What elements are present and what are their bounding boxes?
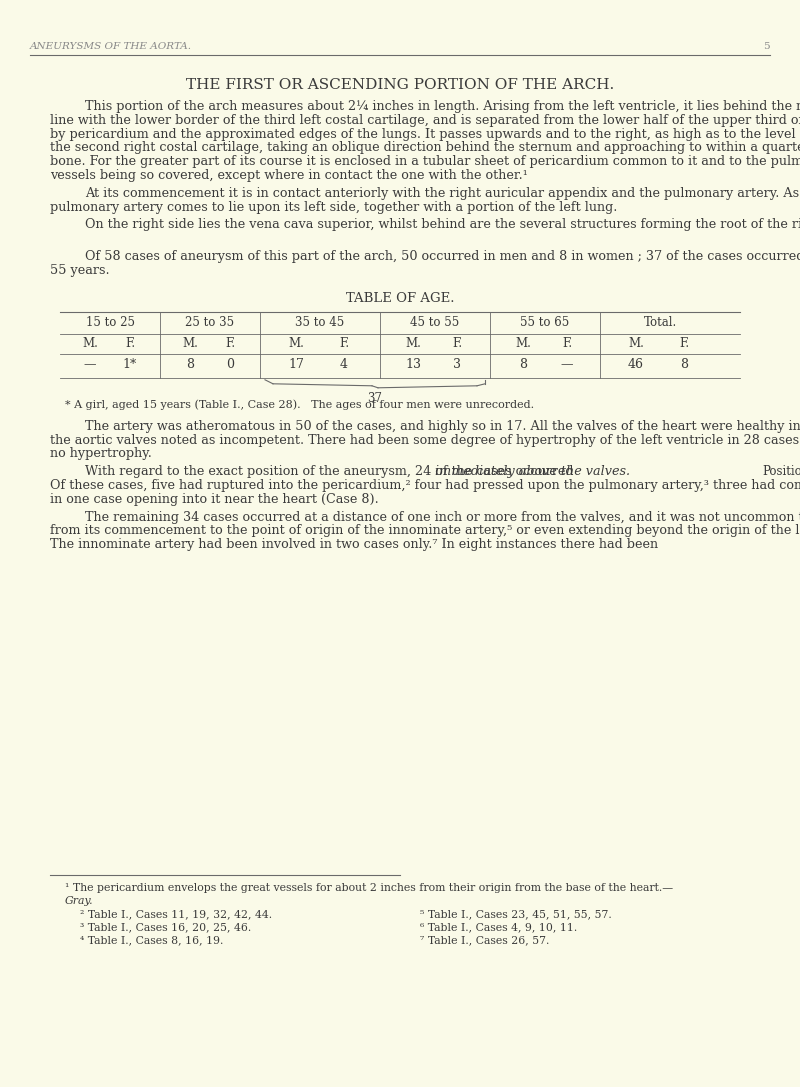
Text: M.: M. xyxy=(628,337,644,350)
Text: M.: M. xyxy=(405,337,421,350)
Text: 4: 4 xyxy=(340,358,348,371)
Text: F.: F. xyxy=(125,337,135,350)
Text: ⁷ Table I., Cases 26, 57.: ⁷ Table I., Cases 26, 57. xyxy=(420,935,550,945)
Text: M.: M. xyxy=(515,337,531,350)
Text: 45 to 55: 45 to 55 xyxy=(410,316,460,328)
Text: Total.: Total. xyxy=(643,316,677,328)
Text: F.: F. xyxy=(225,337,235,350)
Text: TABLE OF AGE.: TABLE OF AGE. xyxy=(346,291,454,304)
Text: ⁵ Table I., Cases 23, 45, 51, 55, 57.: ⁵ Table I., Cases 23, 45, 51, 55, 57. xyxy=(420,909,612,919)
Text: the aortic valves noted as incompetent. There had been some degree of hypertroph: the aortic valves noted as incompetent. … xyxy=(50,434,800,447)
Text: Of 58 cases of aneurysm of this part of the arch, 50 occurred in men and 8 in wo: Of 58 cases of aneurysm of this part of … xyxy=(85,250,800,263)
Text: bone. For the greater part of its course it is enclosed in a tubular sheet of pe: bone. For the greater part of its course… xyxy=(50,155,800,168)
Text: pulmonary artery comes to lie upon its left side, together with a portion of the: pulmonary artery comes to lie upon its l… xyxy=(50,201,618,214)
Text: 46: 46 xyxy=(628,358,644,371)
Text: On the right side lies the vena cava superior, whilst behind are the several str: On the right side lies the vena cava sup… xyxy=(85,218,800,232)
Text: 8: 8 xyxy=(186,358,194,371)
Text: —: — xyxy=(84,358,96,371)
Text: from its commencement to the point of origin of the innominate artery,⁵ or even : from its commencement to the point of or… xyxy=(50,524,800,537)
Text: vessels being so covered, except where in contact the one with the other.¹: vessels being so covered, except where i… xyxy=(50,168,528,182)
Text: 17: 17 xyxy=(288,358,304,371)
Text: M.: M. xyxy=(182,337,198,350)
Text: M.: M. xyxy=(288,337,304,350)
Text: 35 to 45: 35 to 45 xyxy=(295,316,345,328)
Text: 37: 37 xyxy=(367,391,382,404)
Text: F.: F. xyxy=(562,337,572,350)
Text: The innominate artery had been involved in two cases only.⁷ In eight instances t: The innominate artery had been involved … xyxy=(50,538,658,551)
Text: by pericardium and the approximated edges of the lungs. It passes upwards and to: by pericardium and the approximated edge… xyxy=(50,127,800,140)
Text: 15 to 25: 15 to 25 xyxy=(86,316,134,328)
Text: 3: 3 xyxy=(453,358,461,371)
Text: 1*: 1* xyxy=(123,358,137,371)
Text: The artery was atheromatous in 50 of the cases, and highly so in 17. All the val: The artery was atheromatous in 50 of the… xyxy=(85,420,800,433)
Text: With regard to the exact position of the aneurysm, 24 of the cases occurred: With regard to the exact position of the… xyxy=(85,465,578,478)
Text: M.: M. xyxy=(82,337,98,350)
Text: —: — xyxy=(561,358,574,371)
Text: immediately above the valves.: immediately above the valves. xyxy=(434,465,630,478)
Text: 55 years.: 55 years. xyxy=(50,264,110,277)
Text: 25 to 35: 25 to 35 xyxy=(186,316,234,328)
Text: no hypertrophy.: no hypertrophy. xyxy=(50,448,152,461)
Text: 8: 8 xyxy=(680,358,688,371)
Text: ⁶ Table I., Cases 4, 9, 10, 11.: ⁶ Table I., Cases 4, 9, 10, 11. xyxy=(420,922,578,932)
Text: F.: F. xyxy=(452,337,462,350)
Text: * A girl, aged 15 years (Table I., Case 28).   The ages of four men were unrecor: * A girl, aged 15 years (Table I., Case … xyxy=(65,400,534,411)
Text: line with the lower border of the third left costal cartilage, and is separated : line with the lower border of the third … xyxy=(50,114,800,127)
Text: 8: 8 xyxy=(519,358,527,371)
Text: The remaining 34 cases occurred at a distance of one inch or more from the valve: The remaining 34 cases occurred at a dis… xyxy=(85,511,800,524)
Text: F.: F. xyxy=(339,337,349,350)
Text: ¹ The pericardium envelops the great vessels for about 2 inches from their origi: ¹ The pericardium envelops the great ves… xyxy=(65,883,673,894)
Text: ANEURYSMS OF THE AORTA.: ANEURYSMS OF THE AORTA. xyxy=(30,42,192,51)
Text: Position.: Position. xyxy=(762,465,800,478)
Text: the second right costal cartilage, taking an oblique direction behind the sternu: the second right costal cartilage, takin… xyxy=(50,141,800,154)
Text: in one case opening into it near the heart (Case 8).: in one case opening into it near the hea… xyxy=(50,492,378,505)
Text: This portion of the arch measures about 2¼ inches in length. Arising from the le: This portion of the arch measures about … xyxy=(85,100,800,113)
Text: 0: 0 xyxy=(226,358,234,371)
Text: Of these cases, five had ruptured into the pericardium,² four had pressed upon t: Of these cases, five had ruptured into t… xyxy=(50,479,800,492)
Text: Gray.: Gray. xyxy=(65,896,94,905)
Text: ³ Table I., Cases 16, 20, 25, 46.: ³ Table I., Cases 16, 20, 25, 46. xyxy=(80,922,251,932)
Text: ⁴ Table I., Cases 8, 16, 19.: ⁴ Table I., Cases 8, 16, 19. xyxy=(80,935,223,945)
Text: 5: 5 xyxy=(763,42,770,51)
Text: F.: F. xyxy=(679,337,689,350)
Text: At its commencement it is in contact anteriorly with the right auricular appendi: At its commencement it is in contact ant… xyxy=(85,187,800,200)
Text: THE FIRST OR ASCENDING PORTION OF THE ARCH.: THE FIRST OR ASCENDING PORTION OF THE AR… xyxy=(186,78,614,92)
Text: 13: 13 xyxy=(405,358,421,371)
Text: 55 to 65: 55 to 65 xyxy=(520,316,570,328)
Text: ² Table I., Cases 11, 19, 32, 42, 44.: ² Table I., Cases 11, 19, 32, 42, 44. xyxy=(80,909,272,919)
